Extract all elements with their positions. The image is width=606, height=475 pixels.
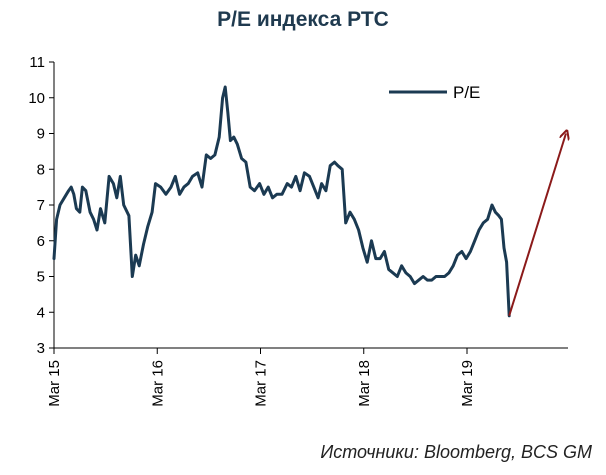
y-tick-label: 7 [37, 197, 45, 214]
x-tick-label: Mar 16 [149, 360, 166, 407]
x-tick-label: Mar 17 [253, 360, 270, 407]
source-note: Источники: Bloomberg, BCS GM [320, 442, 592, 462]
x-tick-label: Mar 18 [356, 360, 373, 407]
y-tick-label: 4 [37, 304, 45, 321]
y-tick-label: 3 [37, 340, 45, 357]
legend-label: P/E [453, 83, 480, 102]
y-tick-label: 8 [37, 161, 45, 178]
series-line-pe [52, 85, 511, 318]
chart-title: P/E индекса РТС [217, 8, 389, 31]
y-tick-label: 10 [28, 90, 45, 107]
y-tick-label: 6 [37, 233, 45, 250]
x-tick-label: Mar 15 [46, 360, 63, 407]
x-tick-label: Mar 19 [459, 360, 476, 407]
y-tick-label: 9 [37, 126, 45, 143]
y-tick-label: 5 [37, 269, 45, 286]
trend-arrow [508, 134, 566, 317]
y-tick-label: 11 [29, 54, 45, 71]
